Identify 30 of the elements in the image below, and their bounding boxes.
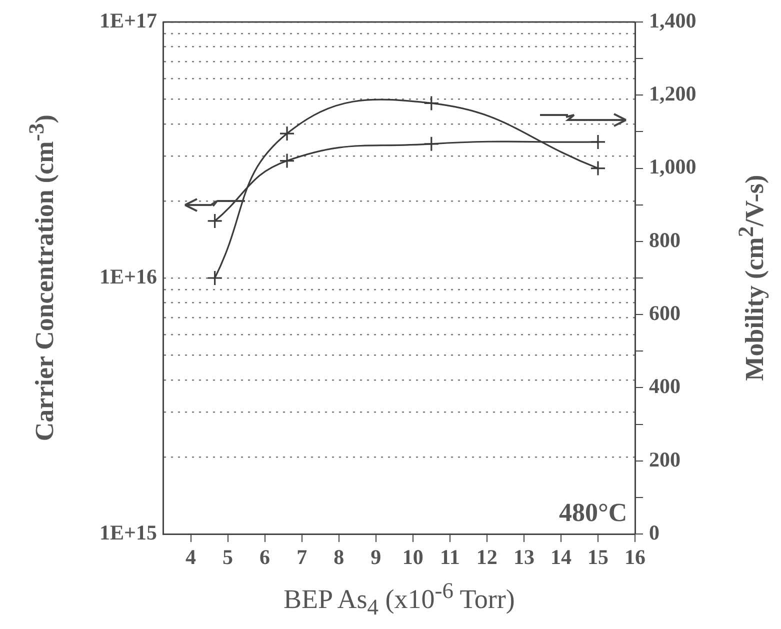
x-tick-label: 10: [402, 545, 424, 570]
y2-tick-label: 400: [649, 374, 680, 398]
x-tick-label: 12: [476, 545, 498, 570]
y2-tick-label: 600: [649, 300, 680, 325]
x-tick-label: 6: [260, 545, 270, 570]
point: [207, 213, 223, 229]
y-tick-label: 1E+15: [100, 520, 157, 544]
x-axis-title: BEP As$_{4}$ (x10$^{-6}$ Torr): [284, 578, 515, 620]
x-tick-label: 4: [186, 545, 197, 570]
x-tick-label: 13: [513, 545, 534, 570]
annotation: 480°C: [559, 498, 628, 528]
y2-tick-label: 200: [649, 447, 680, 472]
y2-tick-label: 800: [649, 228, 680, 252]
y2-tick-label: 0: [649, 520, 660, 544]
x-tick-label: 15: [587, 545, 608, 570]
x-tick-label: 5: [222, 545, 234, 570]
y2-tick-label: 1,200: [649, 82, 696, 106]
y2-tick-label: 1,000: [649, 154, 696, 179]
y-tick-label: 1E+17: [100, 8, 157, 32]
point: [279, 152, 295, 169]
y-tick-label: 1E+16: [100, 264, 157, 288]
x-tick-label: 7: [296, 545, 308, 570]
x-tick-label: 11: [440, 545, 460, 570]
x-tick-label: 9: [370, 545, 382, 570]
x-tick-label: 16: [624, 545, 646, 570]
x-tick-label: 14: [550, 545, 572, 570]
point: [590, 134, 606, 150]
point: [424, 136, 440, 152]
y2-tick-label: 1,400: [649, 8, 696, 32]
x-tick-label: 8: [334, 545, 344, 570]
